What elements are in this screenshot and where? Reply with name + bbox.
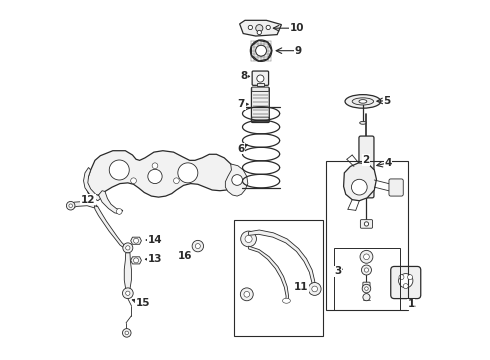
Circle shape [362, 284, 371, 293]
Text: 11: 11 [294, 282, 309, 292]
Circle shape [398, 274, 413, 288]
Circle shape [123, 243, 133, 253]
Polygon shape [343, 163, 376, 201]
Circle shape [131, 178, 136, 184]
Text: 15: 15 [136, 298, 150, 308]
Circle shape [245, 235, 252, 243]
Circle shape [256, 45, 267, 56]
Polygon shape [225, 164, 248, 196]
Circle shape [152, 163, 158, 168]
Circle shape [351, 179, 367, 195]
Ellipse shape [345, 95, 381, 108]
Circle shape [408, 275, 413, 280]
Polygon shape [248, 246, 289, 302]
Circle shape [122, 329, 131, 337]
Circle shape [125, 331, 128, 335]
Circle shape [257, 30, 262, 35]
Circle shape [364, 222, 368, 226]
Text: 10: 10 [290, 23, 304, 33]
FancyBboxPatch shape [251, 87, 270, 122]
Circle shape [248, 25, 252, 30]
Polygon shape [124, 253, 131, 289]
Circle shape [365, 287, 368, 291]
Text: 6: 6 [237, 144, 245, 154]
Circle shape [256, 45, 267, 56]
Circle shape [134, 258, 139, 263]
Circle shape [266, 25, 270, 30]
Text: 14: 14 [147, 235, 162, 245]
Text: 12: 12 [80, 195, 95, 204]
FancyBboxPatch shape [252, 117, 269, 121]
Polygon shape [240, 20, 281, 36]
Circle shape [364, 254, 369, 260]
Circle shape [244, 292, 249, 297]
Text: 4: 4 [384, 158, 392, 168]
Circle shape [241, 231, 256, 247]
Text: 2: 2 [362, 155, 369, 165]
Circle shape [257, 75, 264, 82]
Text: 7: 7 [238, 99, 245, 109]
Circle shape [403, 284, 408, 289]
Circle shape [362, 265, 371, 275]
Circle shape [360, 250, 373, 263]
Text: 8: 8 [240, 71, 247, 81]
Text: 5: 5 [384, 96, 391, 106]
Circle shape [196, 244, 200, 249]
FancyBboxPatch shape [391, 266, 421, 298]
Circle shape [178, 163, 198, 183]
Polygon shape [83, 167, 102, 201]
Circle shape [363, 294, 370, 301]
Polygon shape [248, 230, 316, 292]
Circle shape [126, 246, 130, 250]
Polygon shape [131, 237, 142, 244]
FancyBboxPatch shape [389, 179, 403, 196]
FancyBboxPatch shape [363, 282, 370, 288]
Circle shape [117, 208, 122, 214]
FancyBboxPatch shape [252, 87, 269, 91]
FancyBboxPatch shape [359, 136, 374, 198]
Bar [334, 248, 400, 310]
Circle shape [312, 286, 318, 292]
FancyBboxPatch shape [360, 220, 372, 228]
Circle shape [232, 175, 243, 185]
Circle shape [148, 169, 162, 184]
Circle shape [69, 204, 73, 207]
Circle shape [192, 240, 203, 252]
Polygon shape [86, 151, 237, 197]
Ellipse shape [359, 100, 367, 103]
Bar [326, 161, 408, 310]
Polygon shape [98, 191, 123, 214]
Circle shape [122, 288, 133, 298]
Circle shape [126, 291, 130, 296]
Circle shape [364, 268, 368, 272]
Bar [257, 83, 264, 86]
Circle shape [109, 160, 129, 180]
Polygon shape [70, 202, 98, 208]
Text: 9: 9 [294, 46, 301, 56]
FancyBboxPatch shape [252, 71, 269, 85]
Circle shape [173, 178, 179, 184]
Text: 13: 13 [147, 254, 162, 264]
Text: 16: 16 [178, 251, 192, 261]
Bar [234, 220, 323, 337]
Circle shape [399, 275, 404, 280]
Polygon shape [251, 40, 272, 61]
Text: 1: 1 [408, 299, 415, 309]
Ellipse shape [352, 98, 373, 105]
Circle shape [256, 24, 263, 32]
Ellipse shape [283, 298, 291, 303]
Text: 3: 3 [334, 266, 342, 276]
Polygon shape [94, 206, 124, 247]
Polygon shape [131, 257, 142, 264]
Circle shape [134, 238, 139, 243]
Circle shape [241, 288, 253, 301]
Circle shape [308, 283, 321, 296]
Ellipse shape [360, 121, 366, 124]
Circle shape [66, 202, 75, 210]
